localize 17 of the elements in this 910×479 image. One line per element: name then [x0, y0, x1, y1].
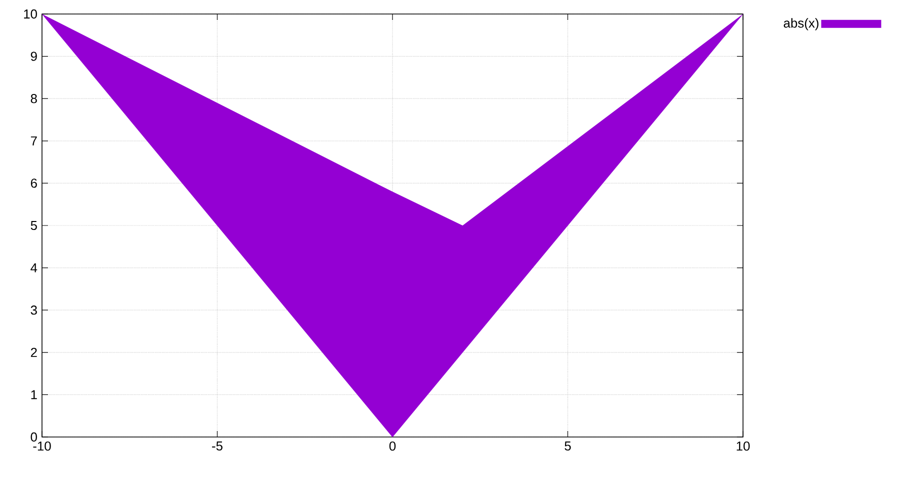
y-tick-label: 9: [30, 52, 37, 61]
x-tick-label: -5: [212, 442, 222, 451]
y-tick-label: 10: [24, 9, 37, 19]
x-tick-label: 5: [564, 442, 571, 451]
y-tick-label: 6: [30, 178, 37, 188]
legend-label: abs(x): [784, 18, 818, 30]
y-tick-label: 0: [30, 432, 37, 442]
y-tick-label: 7: [30, 136, 37, 146]
y-tick-label: 8: [30, 94, 37, 104]
y-tick-label: 5: [30, 220, 37, 230]
y-tick-label: 3: [30, 306, 37, 315]
x-tick-label: 0: [389, 442, 396, 451]
y-tick-label: 2: [30, 348, 37, 357]
x-tick-label: -10: [33, 442, 51, 451]
y-tick-label: 4: [30, 263, 38, 272]
y-tick-label: 1: [31, 390, 37, 400]
x-tick-label: 10: [736, 442, 750, 451]
